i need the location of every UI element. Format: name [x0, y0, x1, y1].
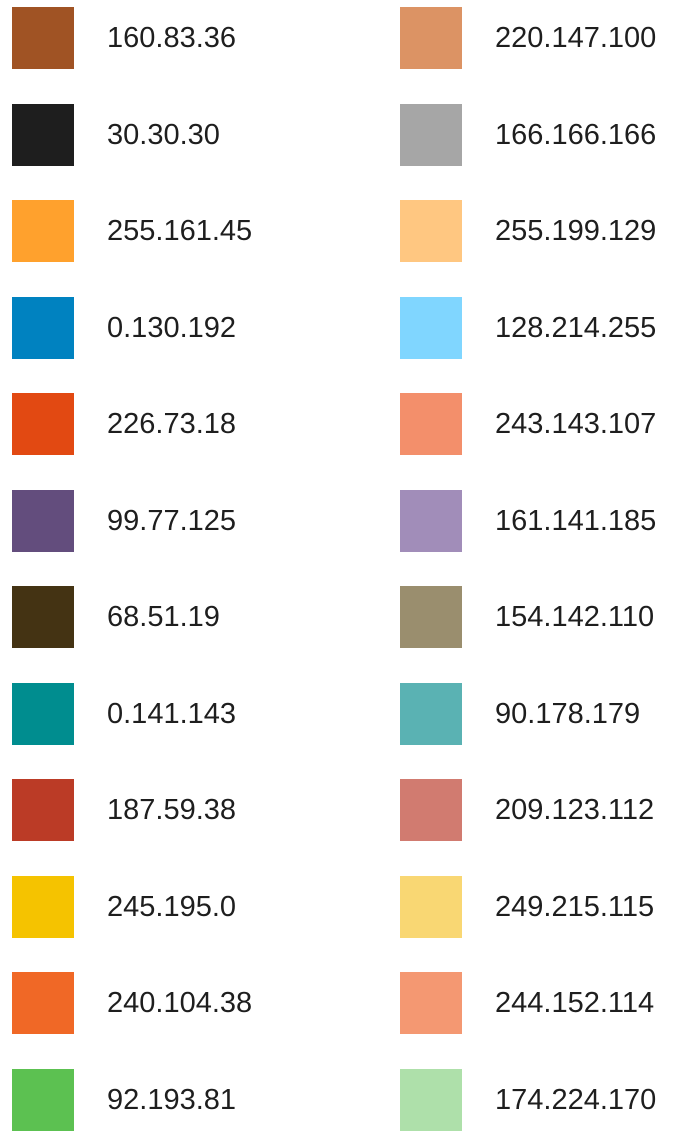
color-value-label: 166.166.166 [495, 119, 657, 151]
color-entry: 245.195.0 [12, 876, 312, 938]
color-value-label: 226.73.18 [107, 408, 237, 440]
color-entry: 243.143.107 [400, 393, 680, 455]
color-value-label: 255.161.45 [107, 215, 253, 247]
color-swatch [12, 876, 74, 938]
color-value-label: 161.141.185 [495, 505, 657, 537]
color-swatch [400, 683, 462, 745]
color-swatch [400, 7, 462, 69]
color-swatch [12, 779, 74, 841]
color-swatch [12, 1069, 74, 1131]
color-value-label: 0.130.192 [107, 312, 237, 344]
color-entry: 0.130.192 [12, 297, 312, 359]
color-swatch [12, 490, 74, 552]
color-swatch [12, 683, 74, 745]
color-value-label: 174.224.170 [495, 1084, 657, 1116]
color-swatch [400, 393, 462, 455]
color-value-label: 92.193.81 [107, 1084, 237, 1116]
color-entry: 30.30.30 [12, 104, 312, 166]
color-swatch [12, 7, 74, 69]
color-value-label: 68.51.19 [107, 601, 220, 633]
color-value-label: 209.123.112 [495, 794, 655, 826]
color-entry: 154.142.110 [400, 586, 680, 648]
color-value-label: 220.147.100 [495, 22, 657, 54]
color-swatch [400, 297, 462, 359]
color-entry: 220.147.100 [400, 7, 680, 69]
color-value-label: 244.152.114 [495, 987, 655, 1019]
color-value-label: 240.104.38 [107, 987, 253, 1019]
color-swatch [12, 200, 74, 262]
color-swatch [400, 1069, 462, 1131]
color-entry: 68.51.19 [12, 586, 312, 648]
color-entry: 166.166.166 [400, 104, 680, 166]
color-swatch [12, 972, 74, 1034]
color-value-label: 243.143.107 [495, 408, 657, 440]
color-entry: 174.224.170 [400, 1069, 680, 1131]
color-entry: 160.83.36 [12, 7, 312, 69]
color-entry: 92.193.81 [12, 1069, 312, 1131]
color-entry: 226.73.18 [12, 393, 312, 455]
color-swatch [12, 297, 74, 359]
color-swatch [12, 104, 74, 166]
color-entry: 255.161.45 [12, 200, 312, 262]
color-entry: 240.104.38 [12, 972, 312, 1034]
color-swatch [400, 876, 462, 938]
color-value-label: 255.199.129 [495, 215, 657, 247]
color-value-label: 99.77.125 [107, 505, 237, 537]
color-value-label: 245.195.0 [107, 891, 237, 923]
color-entry: 128.214.255 [400, 297, 680, 359]
color-entry: 187.59.38 [12, 779, 312, 841]
color-entry: 249.215.115 [400, 876, 680, 938]
color-value-label: 128.214.255 [495, 312, 657, 344]
color-value-label: 30.30.30 [107, 119, 220, 151]
color-entry: 244.152.114 [400, 972, 680, 1034]
color-entry: 209.123.112 [400, 779, 680, 841]
color-swatch [400, 779, 462, 841]
color-swatch [400, 490, 462, 552]
color-entry: 0.141.143 [12, 683, 312, 745]
color-entry: 90.178.179 [400, 683, 680, 745]
color-entry: 99.77.125 [12, 490, 312, 552]
color-value-label: 154.142.110 [495, 601, 655, 633]
color-swatch [12, 586, 74, 648]
color-swatch [400, 104, 462, 166]
color-value-label: 249.215.115 [495, 891, 655, 923]
color-value-label: 90.178.179 [495, 698, 641, 730]
color-swatch [12, 393, 74, 455]
color-value-label: 160.83.36 [107, 22, 237, 54]
color-swatch [400, 586, 462, 648]
color-swatch [400, 200, 462, 262]
color-entry: 161.141.185 [400, 490, 680, 552]
color-swatch [400, 972, 462, 1034]
color-value-label: 187.59.38 [107, 794, 237, 826]
color-value-label: 0.141.143 [107, 698, 237, 730]
color-entry: 255.199.129 [400, 200, 680, 262]
